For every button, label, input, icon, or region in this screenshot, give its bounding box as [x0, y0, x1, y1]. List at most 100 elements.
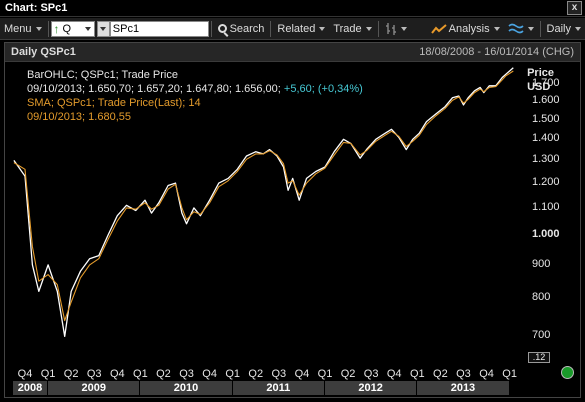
x-quarter-label: Q2 [340, 368, 356, 380]
chart-date-range: 18/08/2008 - 16/01/2014 (CHG) [419, 46, 574, 58]
chevron-down-icon [35, 26, 42, 31]
symbol-input[interactable]: SPc1 [109, 20, 209, 37]
bar-style-button[interactable] [381, 18, 411, 40]
price-series-line [13, 67, 514, 338]
x-quarter-label: Q1 [409, 368, 425, 380]
toolbar-divider [47, 20, 49, 37]
x-quarter-label: Q1 [502, 368, 517, 380]
analysis-menu[interactable]: Analysis [427, 18, 504, 40]
wave-icon [508, 23, 524, 33]
x-quarter-label: Q3 [271, 368, 287, 380]
x-quarter-label: Q3 [86, 368, 102, 380]
x-year-label: 2012 [325, 381, 418, 395]
x-quarter-label: Q4 [109, 368, 125, 380]
y-axis-label-line1: Price [527, 67, 554, 79]
y-axis-label: Price USD [527, 66, 554, 94]
trade-menu[interactable]: Trade [329, 18, 375, 40]
menu-button[interactable]: Menu [0, 18, 46, 40]
y-tick-label: 700 [532, 329, 551, 342]
related-label: Related [277, 22, 316, 35]
chart-title: Daily QSPc1 [11, 46, 76, 58]
query-type-value: Q [62, 22, 72, 35]
window-titlebar: Chart: SPc1 x [0, 0, 585, 17]
chevron-down-icon [100, 26, 107, 31]
x-quarter-label: Q1 [317, 368, 333, 380]
x-quarter-label: Q3 [363, 368, 379, 380]
x-axis: Q4 Q1 Q2 Q3 Q4 Q1 Q2 Q3 Q4 Q1 Q2 Q3 Q4 Q1 Q2 Q3 Q4 Q1 Q2 Q3… [5, 368, 525, 398]
x-quarter-label: Q2 [433, 368, 448, 380]
chevron-down-icon [493, 26, 500, 31]
chevron-down-icon [400, 26, 407, 31]
window-title: Chart: SPc1 [5, 2, 68, 14]
chart-header: Daily QSPc1 18/08/2008 - 16/01/2014 (CHG… [5, 43, 580, 62]
legend-sma-values: 09/10/2013; 1.680,55 [27, 111, 131, 123]
x-quarter-label: Q3 [456, 368, 471, 380]
chevron-down-icon [575, 26, 581, 31]
toolbar-divider [210, 20, 212, 37]
sma-series-line [13, 70, 514, 322]
status-indicator [561, 366, 574, 379]
x-quarter-label: Q2 [156, 368, 171, 380]
x-quarter-label: Q1 [225, 368, 241, 380]
toolbar: Menu ↑ Q SPc1 Search Related Trade [0, 18, 585, 40]
close-icon[interactable]: x [567, 1, 582, 15]
x-quarter-label: Q4 [294, 368, 310, 380]
x-quarter-label: Q4 [479, 368, 494, 380]
chart-panel: Daily QSPc1 18/08/2008 - 16/01/2014 (CHG… [4, 42, 581, 398]
chevron-down-icon [85, 26, 92, 31]
y-tick-label: 1.600 [532, 94, 560, 107]
y-tick-label: 1.000 [532, 227, 560, 240]
query-type-select[interactable]: ↑ Q [50, 20, 96, 37]
y-tick-label: 1.400 [532, 132, 560, 145]
x-year-label: 2010 [140, 381, 233, 395]
price-chart[interactable] [5, 63, 525, 363]
interval-menu[interactable]: Daily [543, 18, 585, 40]
scale-button[interactable]: .12 [528, 352, 550, 363]
symbol-history-button[interactable] [97, 20, 110, 37]
chevron-down-icon [319, 26, 326, 31]
toolbar-divider [270, 20, 272, 37]
interval-label: Daily [546, 22, 571, 35]
legend-bar-values-line: 09/10/2013; 1.650,70; 1.657,20; 1.647,80… [27, 82, 363, 96]
analysis-label: Analysis [448, 22, 490, 35]
x-quarter-label: Q1 [40, 368, 56, 380]
chart-style-button[interactable] [504, 18, 538, 40]
y-tick-label: 1.300 [532, 153, 560, 166]
trade-label: Trade [333, 22, 362, 35]
up-arrow-icon: ↑ [53, 21, 60, 36]
x-year-label: 2013 [417, 381, 510, 395]
x-quarter-label: Q4 [202, 368, 217, 380]
search-label: Search [229, 22, 265, 35]
chevron-down-icon [365, 26, 372, 31]
x-year-label: 2009 [48, 381, 141, 395]
y-tick-label: 900 [532, 257, 551, 270]
y-tick-label: 800 [532, 291, 551, 304]
legend-bar-values: 09/10/2013; 1.650,70; 1.657,20; 1.647,80… [27, 83, 281, 95]
y-axis-label-line2: USD [527, 81, 551, 93]
menu-label: Menu [4, 22, 32, 35]
legend-bar-change: +5,60; (+0,34%) [283, 83, 363, 95]
chevron-down-icon [527, 26, 534, 31]
y-tick-label: 1.700 [532, 77, 560, 90]
y-tick-label: 1.100 [532, 200, 560, 213]
y-tick-label: 1.500 [532, 112, 560, 125]
chart-legend: BarOHLC; QSPc1; Trade Price 09/10/2013; … [27, 68, 363, 124]
x-quarter-label: Q2 [248, 368, 264, 380]
x-quarter-label: Q4 [17, 368, 33, 380]
search-button[interactable]: Search [214, 18, 269, 40]
legend-bar-series: BarOHLC; QSPc1; Trade Price [27, 69, 178, 81]
toolbar-divider [377, 20, 379, 37]
y-tick-label: 1.200 [532, 176, 560, 189]
x-quarter-label: Q1 [133, 368, 148, 380]
legend-sma-series: SMA; QSPc1; Trade Price(Last); 14 [27, 97, 201, 109]
bar-style-icon [385, 22, 396, 35]
x-quarter-label: Q3 [179, 368, 194, 380]
x-quarter-label: Q4 [386, 368, 402, 380]
search-icon [217, 24, 227, 33]
x-year-label: 2011 [232, 381, 325, 395]
x-year-label: 2008 [13, 381, 49, 395]
toolbar-divider [539, 20, 541, 37]
related-menu[interactable]: Related [273, 18, 329, 40]
x-quarter-label: Q2 [63, 368, 79, 380]
analysis-icon [430, 23, 447, 34]
